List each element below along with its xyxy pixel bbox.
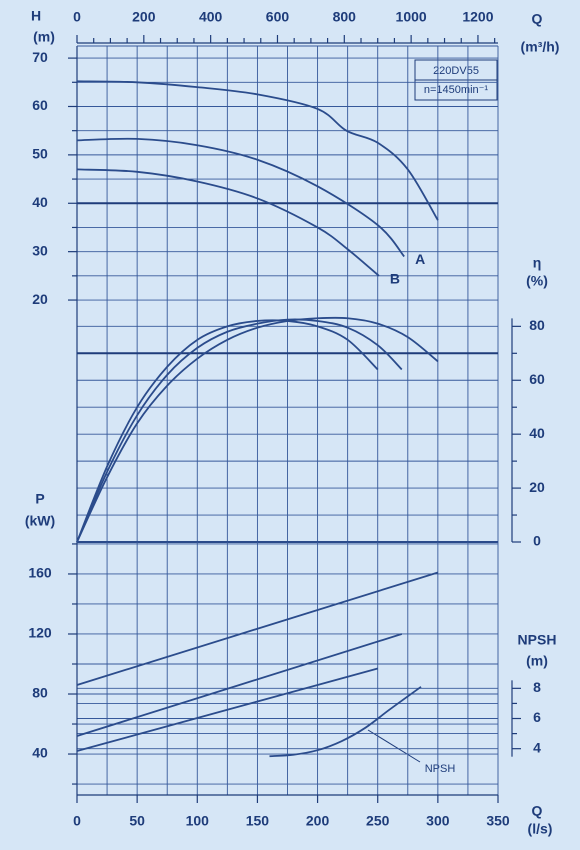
curve [76, 316, 439, 543]
x2-tick-label: 400 [199, 9, 223, 25]
y-tick-label: 80 [32, 685, 48, 701]
y-tick-label: 120 [28, 625, 52, 641]
x-tick-label: 0 [73, 813, 81, 829]
x2-axis-unit: (m³/h) [521, 39, 560, 55]
curve [76, 571, 439, 686]
curve [76, 319, 379, 543]
y-axis-label: P [35, 491, 44, 507]
y-tick-label: 40 [32, 194, 48, 210]
x-axis-unit: (l/s) [528, 821, 553, 837]
y2-tick-label: 4 [533, 739, 541, 755]
curve-label: A [415, 251, 425, 267]
x2-tick-label: 200 [132, 9, 156, 25]
y2-tick-label: 60 [529, 371, 545, 387]
y2-tick-label: 8 [533, 679, 541, 695]
y2-axis-label: NPSH [518, 632, 557, 648]
curve [76, 168, 380, 277]
y2-tick-label: 0 [533, 533, 541, 549]
x-axis-label: Q [532, 803, 543, 819]
x2-tick-label: 1000 [396, 9, 427, 25]
annotation-leader [367, 729, 421, 763]
x-tick-label: 250 [366, 813, 390, 829]
x2-tick-label: 0 [73, 9, 81, 25]
y-tick-label: 40 [32, 745, 48, 761]
curve [76, 137, 405, 258]
x-tick-label: 200 [306, 813, 330, 829]
y-tick-label: 60 [32, 97, 48, 113]
y-tick-label: 20 [32, 291, 48, 307]
speed: n=1450min⁻¹ [424, 84, 489, 96]
y2-axis-unit: (m) [526, 653, 548, 669]
y2-axis-unit: (%) [526, 273, 548, 289]
curve [76, 633, 403, 737]
y-axis-unit: (m) [33, 29, 55, 45]
x-tick-label: 100 [186, 813, 210, 829]
x2-axis-label: Q [532, 11, 543, 27]
curve [76, 667, 378, 752]
y-tick-label: 160 [28, 565, 52, 581]
x-tick-label: 350 [486, 813, 510, 829]
model: 220DV55 [433, 65, 479, 77]
curve-label: B [390, 271, 400, 287]
y-axis-label: H [31, 8, 41, 24]
y-tick-label: 70 [32, 49, 48, 65]
x2-tick-label: 800 [333, 9, 357, 25]
curve [76, 318, 403, 543]
x2-tick-label: 600 [266, 9, 290, 25]
y2-tick-label: 6 [533, 709, 541, 725]
x-tick-label: 300 [426, 813, 450, 829]
y-tick-label: 30 [32, 242, 48, 258]
y-tick-label: 50 [32, 146, 48, 162]
y2-tick-label: 20 [529, 479, 545, 495]
x2-tick-label: 1200 [462, 9, 493, 25]
x-tick-label: 150 [246, 813, 270, 829]
annotation: NPSH [425, 763, 456, 775]
y-axis-unit: (kW) [25, 513, 55, 529]
x-tick-label: 50 [129, 813, 145, 829]
curve [269, 686, 422, 758]
y2-tick-label: 80 [529, 317, 545, 333]
y2-axis-label: η [533, 255, 542, 271]
y2-tick-label: 40 [529, 425, 545, 441]
curve [76, 80, 439, 221]
